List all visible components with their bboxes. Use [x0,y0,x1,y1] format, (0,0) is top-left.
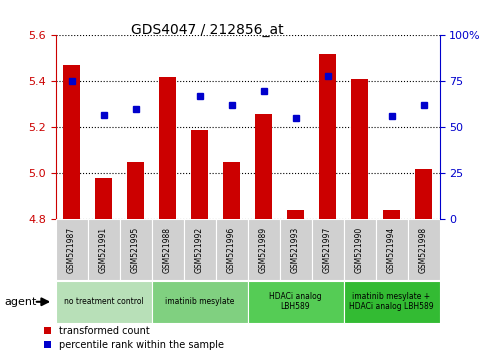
Bar [95,178,113,219]
Text: GSM521993: GSM521993 [291,227,300,273]
Text: GSM521992: GSM521992 [195,227,204,273]
Text: GSM521996: GSM521996 [227,227,236,273]
Text: GSM521997: GSM521997 [323,227,332,273]
Text: HDACi analog
LBH589: HDACi analog LBH589 [269,292,322,312]
Bar [343,219,376,280]
Bar [152,219,184,280]
Bar [120,219,152,280]
Bar [351,79,369,219]
Bar [415,169,432,219]
Bar [63,65,80,219]
Bar [56,219,87,280]
Bar [191,130,208,219]
Bar [159,77,176,219]
Text: GSM521988: GSM521988 [163,227,172,273]
Bar [319,54,336,219]
Bar [280,219,312,280]
Bar [184,219,215,280]
Bar [312,219,343,280]
Text: GSM521990: GSM521990 [355,227,364,273]
Text: GSM521995: GSM521995 [131,227,140,273]
Text: GSM521987: GSM521987 [67,227,76,273]
Bar [223,162,241,219]
Text: imatinib mesylate: imatinib mesylate [165,297,234,306]
Text: imatinib mesylate +
HDACi analog LBH589: imatinib mesylate + HDACi analog LBH589 [349,292,434,312]
Text: no treatment control: no treatment control [64,297,143,306]
Bar [152,280,248,323]
Legend: transformed count, percentile rank within the sample: transformed count, percentile rank withi… [43,326,224,350]
Bar [248,280,343,323]
Bar [215,219,248,280]
Text: agent: agent [5,297,37,307]
Bar [87,219,120,280]
Text: GSM521998: GSM521998 [419,227,428,273]
Bar [56,280,152,323]
Bar [408,219,440,280]
Text: GSM521994: GSM521994 [387,227,396,273]
Text: GSM521991: GSM521991 [99,227,108,273]
Bar [376,219,408,280]
Text: GSM521989: GSM521989 [259,227,268,273]
Bar [255,114,272,219]
Text: GDS4047 / 212856_at: GDS4047 / 212856_at [131,23,284,37]
Bar [383,210,400,219]
Bar [127,162,144,219]
Bar [343,280,440,323]
Bar [287,210,304,219]
Bar [248,219,280,280]
